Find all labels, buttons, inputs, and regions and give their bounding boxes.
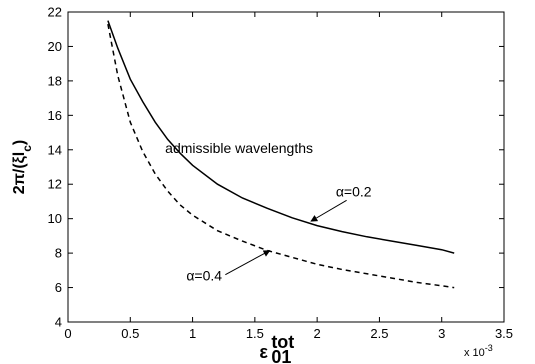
y-tick-label: 8	[55, 246, 62, 261]
y-axis-label-sub: c	[20, 145, 34, 152]
x-tick-label: 0	[64, 326, 71, 341]
x-axis-label-sup: tot	[271, 332, 294, 352]
axes-frame	[67, 11, 505, 323]
x-axis-multiplier-base: x 10	[464, 347, 485, 359]
x-tick-label: 0.5	[121, 326, 139, 341]
series-line	[107, 20, 455, 254]
y-tick-label: 12	[48, 177, 62, 192]
annotation-arrow	[310, 199, 347, 222]
plot-area: 0 0.5 1 1.5 2 2.5 3 3.5 4 6 8 10 12 14 16 18 20 22 admiss…	[48, 5, 514, 342]
y-tick-label: 16	[48, 108, 62, 123]
y-axis-label-close: )	[11, 140, 28, 145]
annotation-text: admissible wavelengths	[165, 140, 313, 156]
y-tick-label: 20	[48, 39, 62, 54]
x-tick-label: 2.5	[370, 326, 388, 341]
y-tick-label: 6	[55, 280, 62, 295]
annotation-text: α=0.2	[336, 183, 372, 199]
x-tick-label: 3.5	[495, 326, 513, 341]
x-axis-multiplier: x 10-3	[464, 343, 493, 359]
ticks: 0 0.5 1 1.5 2 2.5 3 3.5 4 6 8 10 12 14 16 18 20 22	[48, 5, 514, 342]
series-layer	[107, 20, 455, 289]
y-tick-label: 22	[48, 5, 62, 20]
x-tick-label: 2	[314, 326, 321, 341]
x-tick-label: 1	[189, 326, 196, 341]
y-tick-label: 10	[48, 211, 62, 226]
x-axis-label: ε	[259, 342, 268, 362]
y-tick-label: 4	[55, 315, 62, 330]
annotation-layer: admissible wavelengths α=0.2 α=0.4	[165, 140, 372, 283]
y-tick-label: 18	[48, 73, 62, 88]
series-line	[107, 23, 455, 289]
x-axis-label-main: ε	[259, 342, 268, 362]
x-tick-label: 1.5	[246, 326, 264, 341]
x-axis-label-sub: 01	[271, 347, 291, 364]
y-axis-label: 2π/(ξlc)	[11, 140, 34, 195]
x-tick-label: 3	[438, 326, 445, 341]
x-axis-multiplier-exp: -3	[485, 343, 493, 353]
y-tick-label: 14	[48, 142, 62, 157]
annotation-text: α=0.4	[186, 268, 222, 284]
y-axis-label-main: 2π/(ξl	[11, 152, 28, 195]
annotation-arrow	[225, 250, 271, 276]
